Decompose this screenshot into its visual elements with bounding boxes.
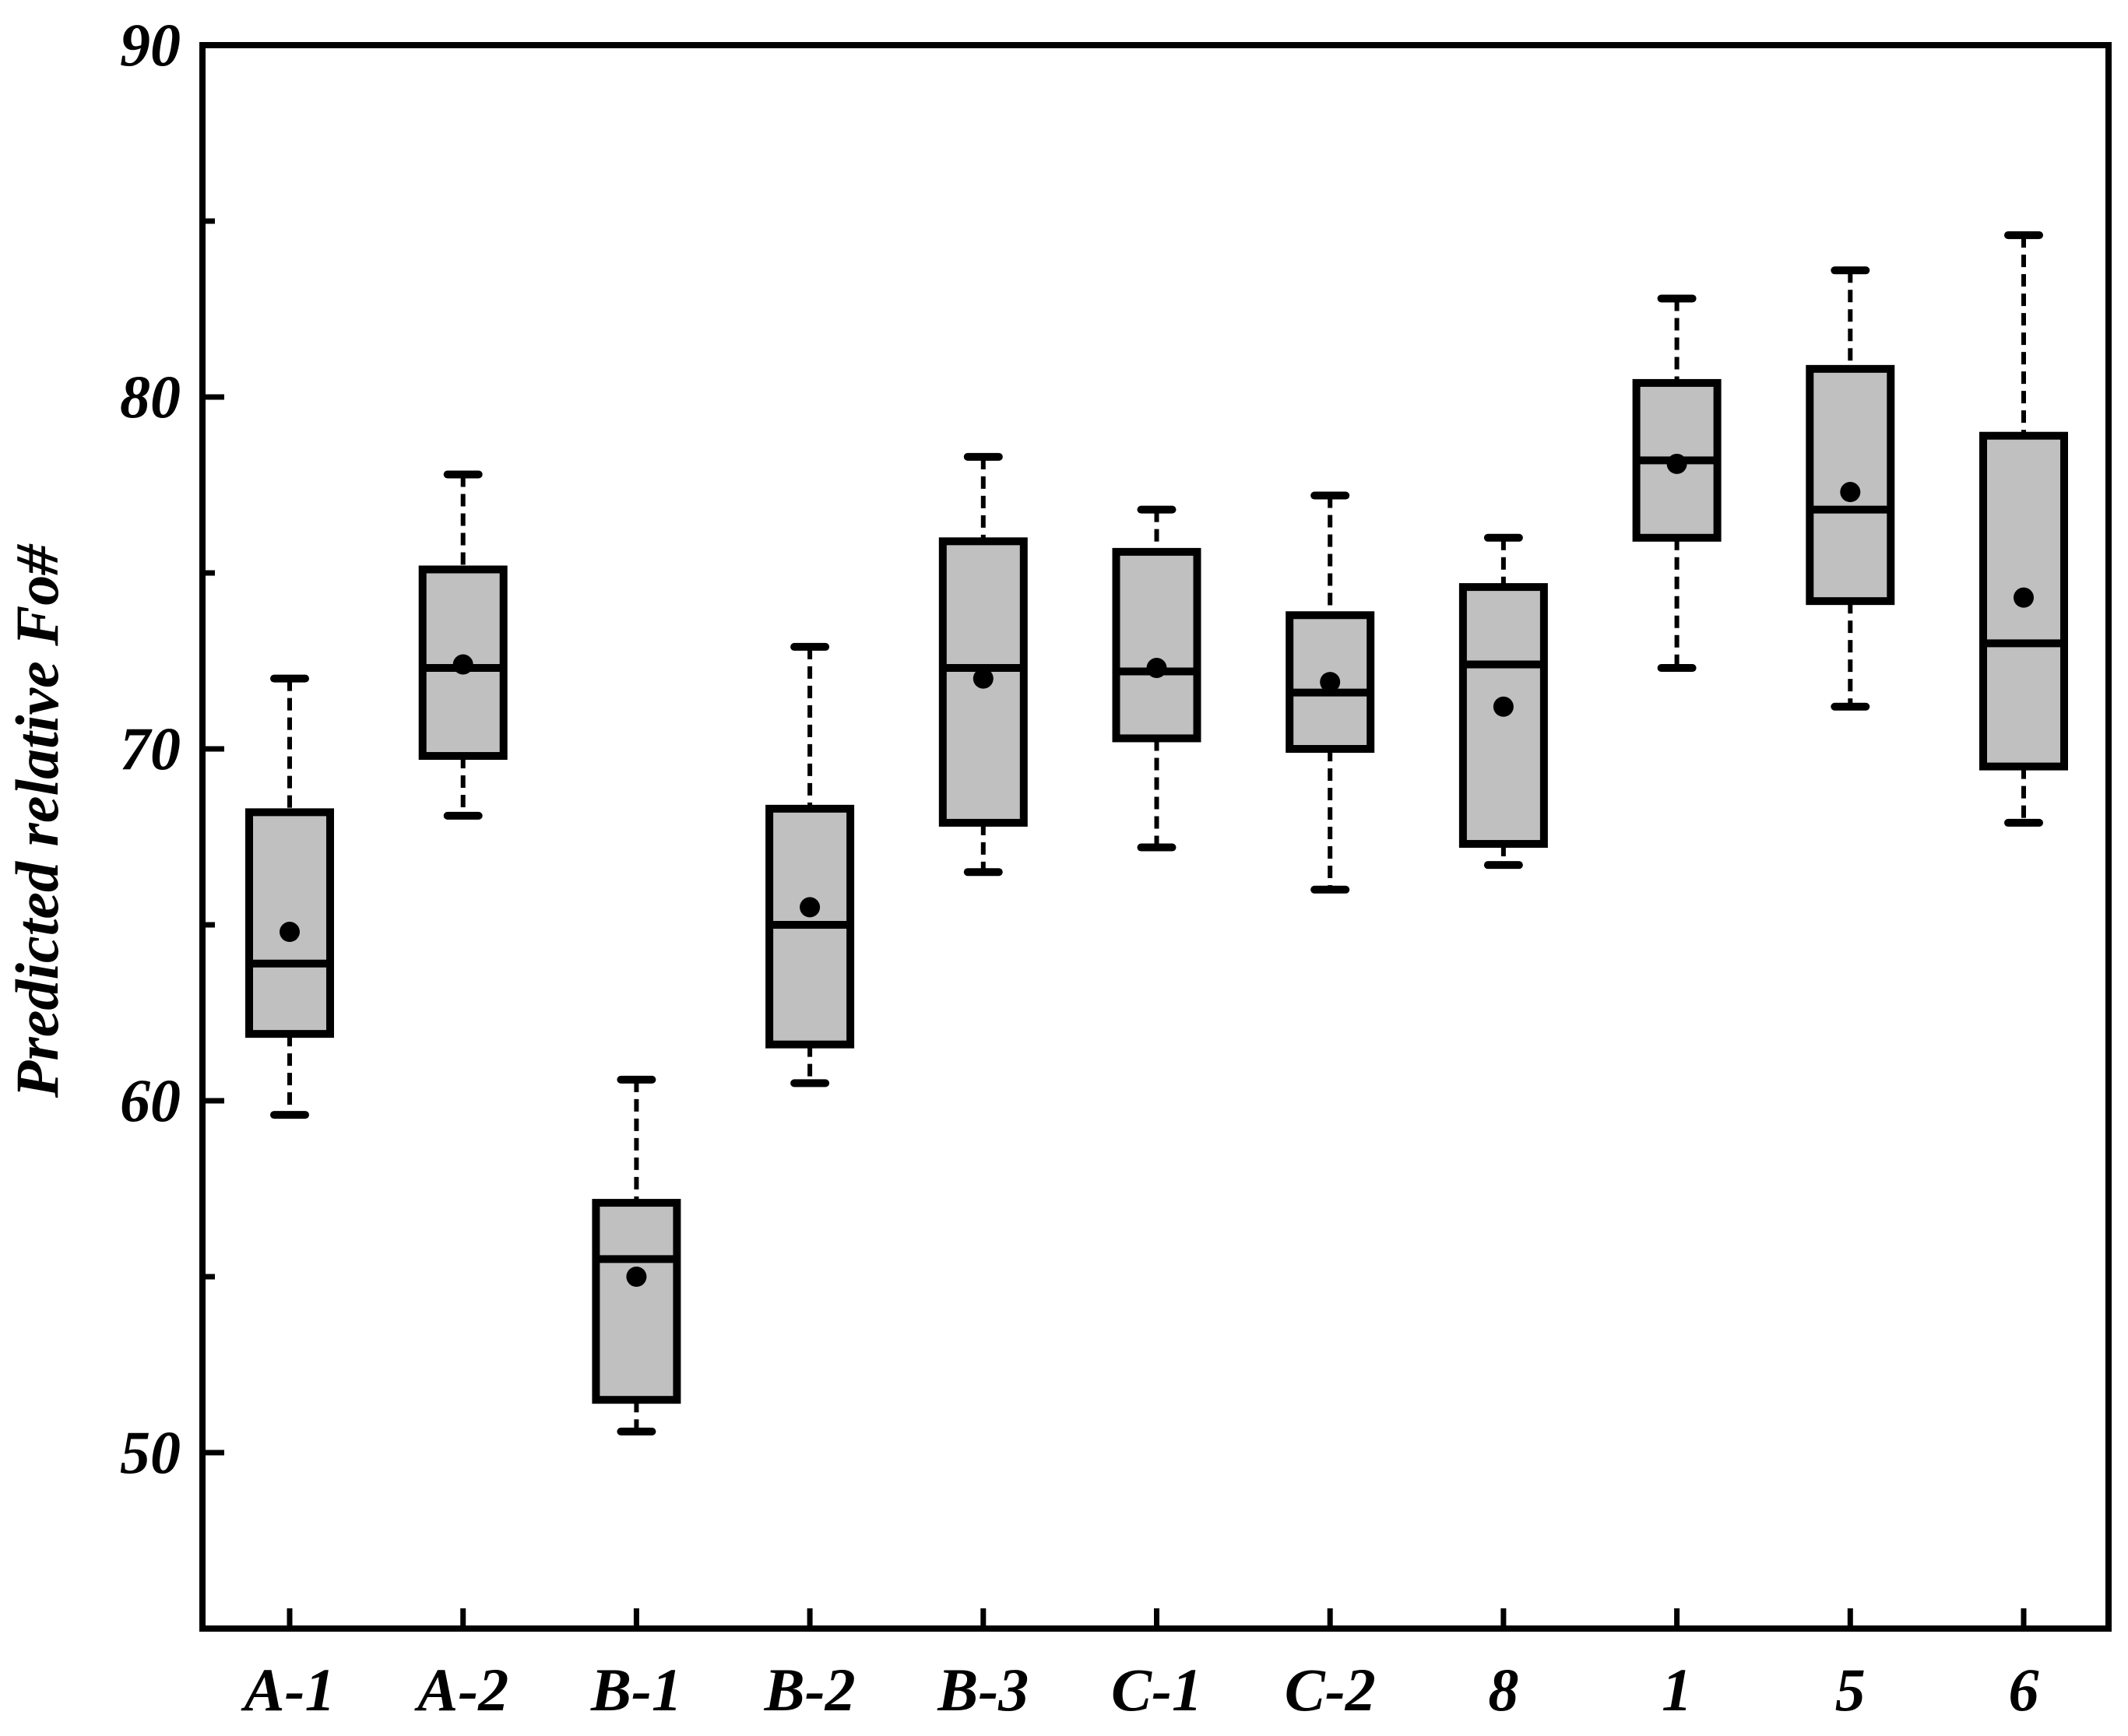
iqr-box xyxy=(418,565,508,761)
x-tick-label: A-2 xyxy=(413,1656,508,1724)
mean-marker xyxy=(2014,587,2034,608)
box-B-1 xyxy=(592,1075,681,1436)
box-C-1 xyxy=(1112,505,1201,852)
box-1 xyxy=(1632,294,1722,673)
x-tick-label: C-2 xyxy=(1285,1656,1376,1724)
y-tick-label: 70 xyxy=(120,715,181,782)
y-axis-label: Predicted relative Fo# xyxy=(3,543,71,1098)
box-A-2 xyxy=(418,470,508,820)
iqr-box xyxy=(1112,547,1201,743)
box-B-2 xyxy=(765,642,855,1088)
mean-marker xyxy=(1493,696,1514,717)
mean-marker xyxy=(1320,672,1341,693)
x-tick-label: B-1 xyxy=(590,1656,682,1724)
x-tick-label: B-3 xyxy=(937,1656,1029,1724)
x-tick-label: A-1 xyxy=(241,1656,336,1724)
y-tick-label: 80 xyxy=(120,363,181,430)
y-tick-label: 50 xyxy=(120,1418,181,1486)
y-tick-label: 90 xyxy=(120,11,181,79)
x-tick-label: 8 xyxy=(1488,1656,1518,1724)
mean-marker xyxy=(1146,658,1167,679)
x-tick-label: C-1 xyxy=(1111,1656,1202,1724)
box-8 xyxy=(1458,533,1548,870)
iqr-box xyxy=(592,1199,681,1404)
iqr-box xyxy=(1979,431,2068,771)
mean-marker xyxy=(1666,453,1687,474)
x-tick-label: 6 xyxy=(2009,1656,2039,1724)
mean-marker xyxy=(626,1267,647,1287)
x-tick-label: 5 xyxy=(1835,1656,1866,1724)
mean-marker xyxy=(973,668,994,689)
box-5 xyxy=(1806,266,1895,711)
x-tick-label: 1 xyxy=(1662,1656,1692,1724)
mean-marker xyxy=(452,654,473,675)
box-A-1 xyxy=(245,674,334,1119)
box-C-2 xyxy=(1286,491,1375,894)
mean-marker xyxy=(1840,482,1861,503)
mean-marker xyxy=(800,897,821,918)
box-6 xyxy=(1979,231,2068,827)
x-tick-label: B-2 xyxy=(764,1656,856,1724)
box-B-3 xyxy=(938,452,1028,877)
y-tick-label: 60 xyxy=(120,1067,181,1134)
mean-marker xyxy=(280,922,300,943)
